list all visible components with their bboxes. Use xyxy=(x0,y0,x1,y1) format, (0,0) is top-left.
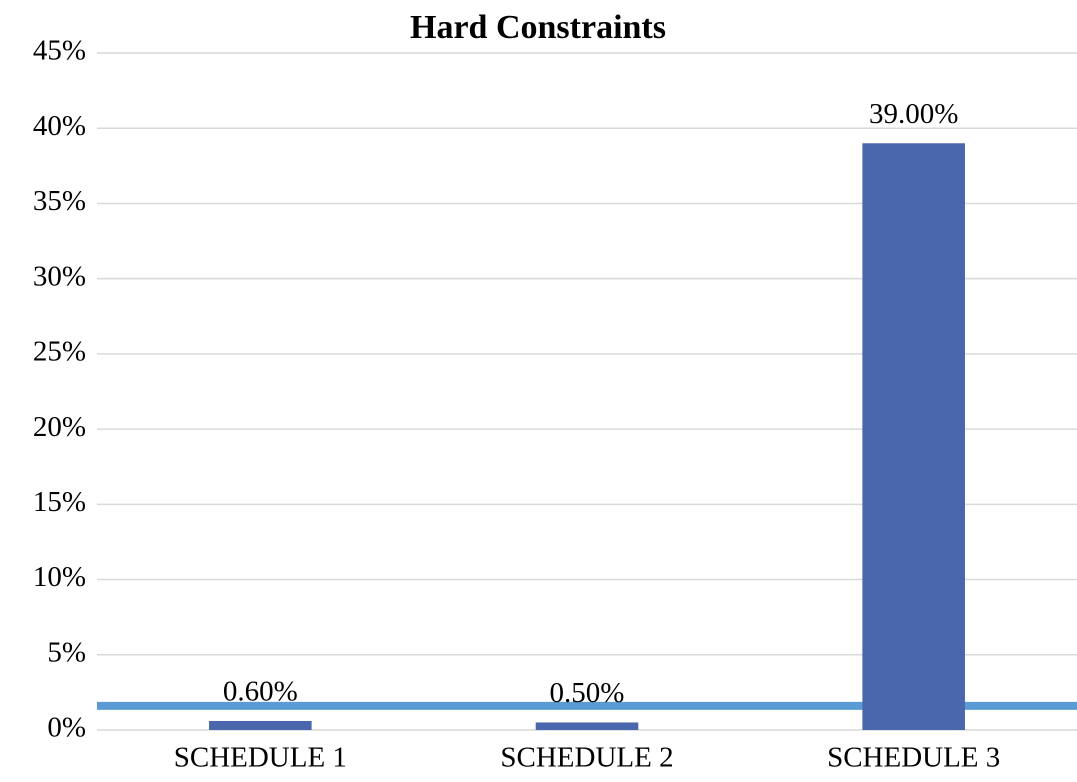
data-label: 39.00% xyxy=(869,98,958,130)
x-tick-label: SCHEDULE 3 xyxy=(827,742,1000,774)
y-tick-label: 40% xyxy=(33,110,86,142)
x-tick-label: SCHEDULE 1 xyxy=(174,742,347,774)
y-tick-label: 25% xyxy=(33,336,86,368)
y-tick-label: 5% xyxy=(47,636,86,668)
y-tick-label: 20% xyxy=(33,411,86,443)
y-tick-label: 10% xyxy=(33,561,86,593)
bar xyxy=(862,143,965,730)
y-tick-label: 15% xyxy=(33,486,86,518)
x-tick-label: SCHEDULE 2 xyxy=(500,742,673,774)
y-tick-label: 0% xyxy=(47,712,86,744)
y-tick-label: 45% xyxy=(33,35,86,67)
data-label: 0.60% xyxy=(223,676,298,708)
y-tick-label: 30% xyxy=(33,260,86,292)
bar xyxy=(209,720,312,730)
chart-title: Hard Constraints xyxy=(410,9,666,46)
y-tick-label: 35% xyxy=(33,185,86,217)
bar xyxy=(535,722,639,730)
data-label: 0.50% xyxy=(550,677,625,709)
